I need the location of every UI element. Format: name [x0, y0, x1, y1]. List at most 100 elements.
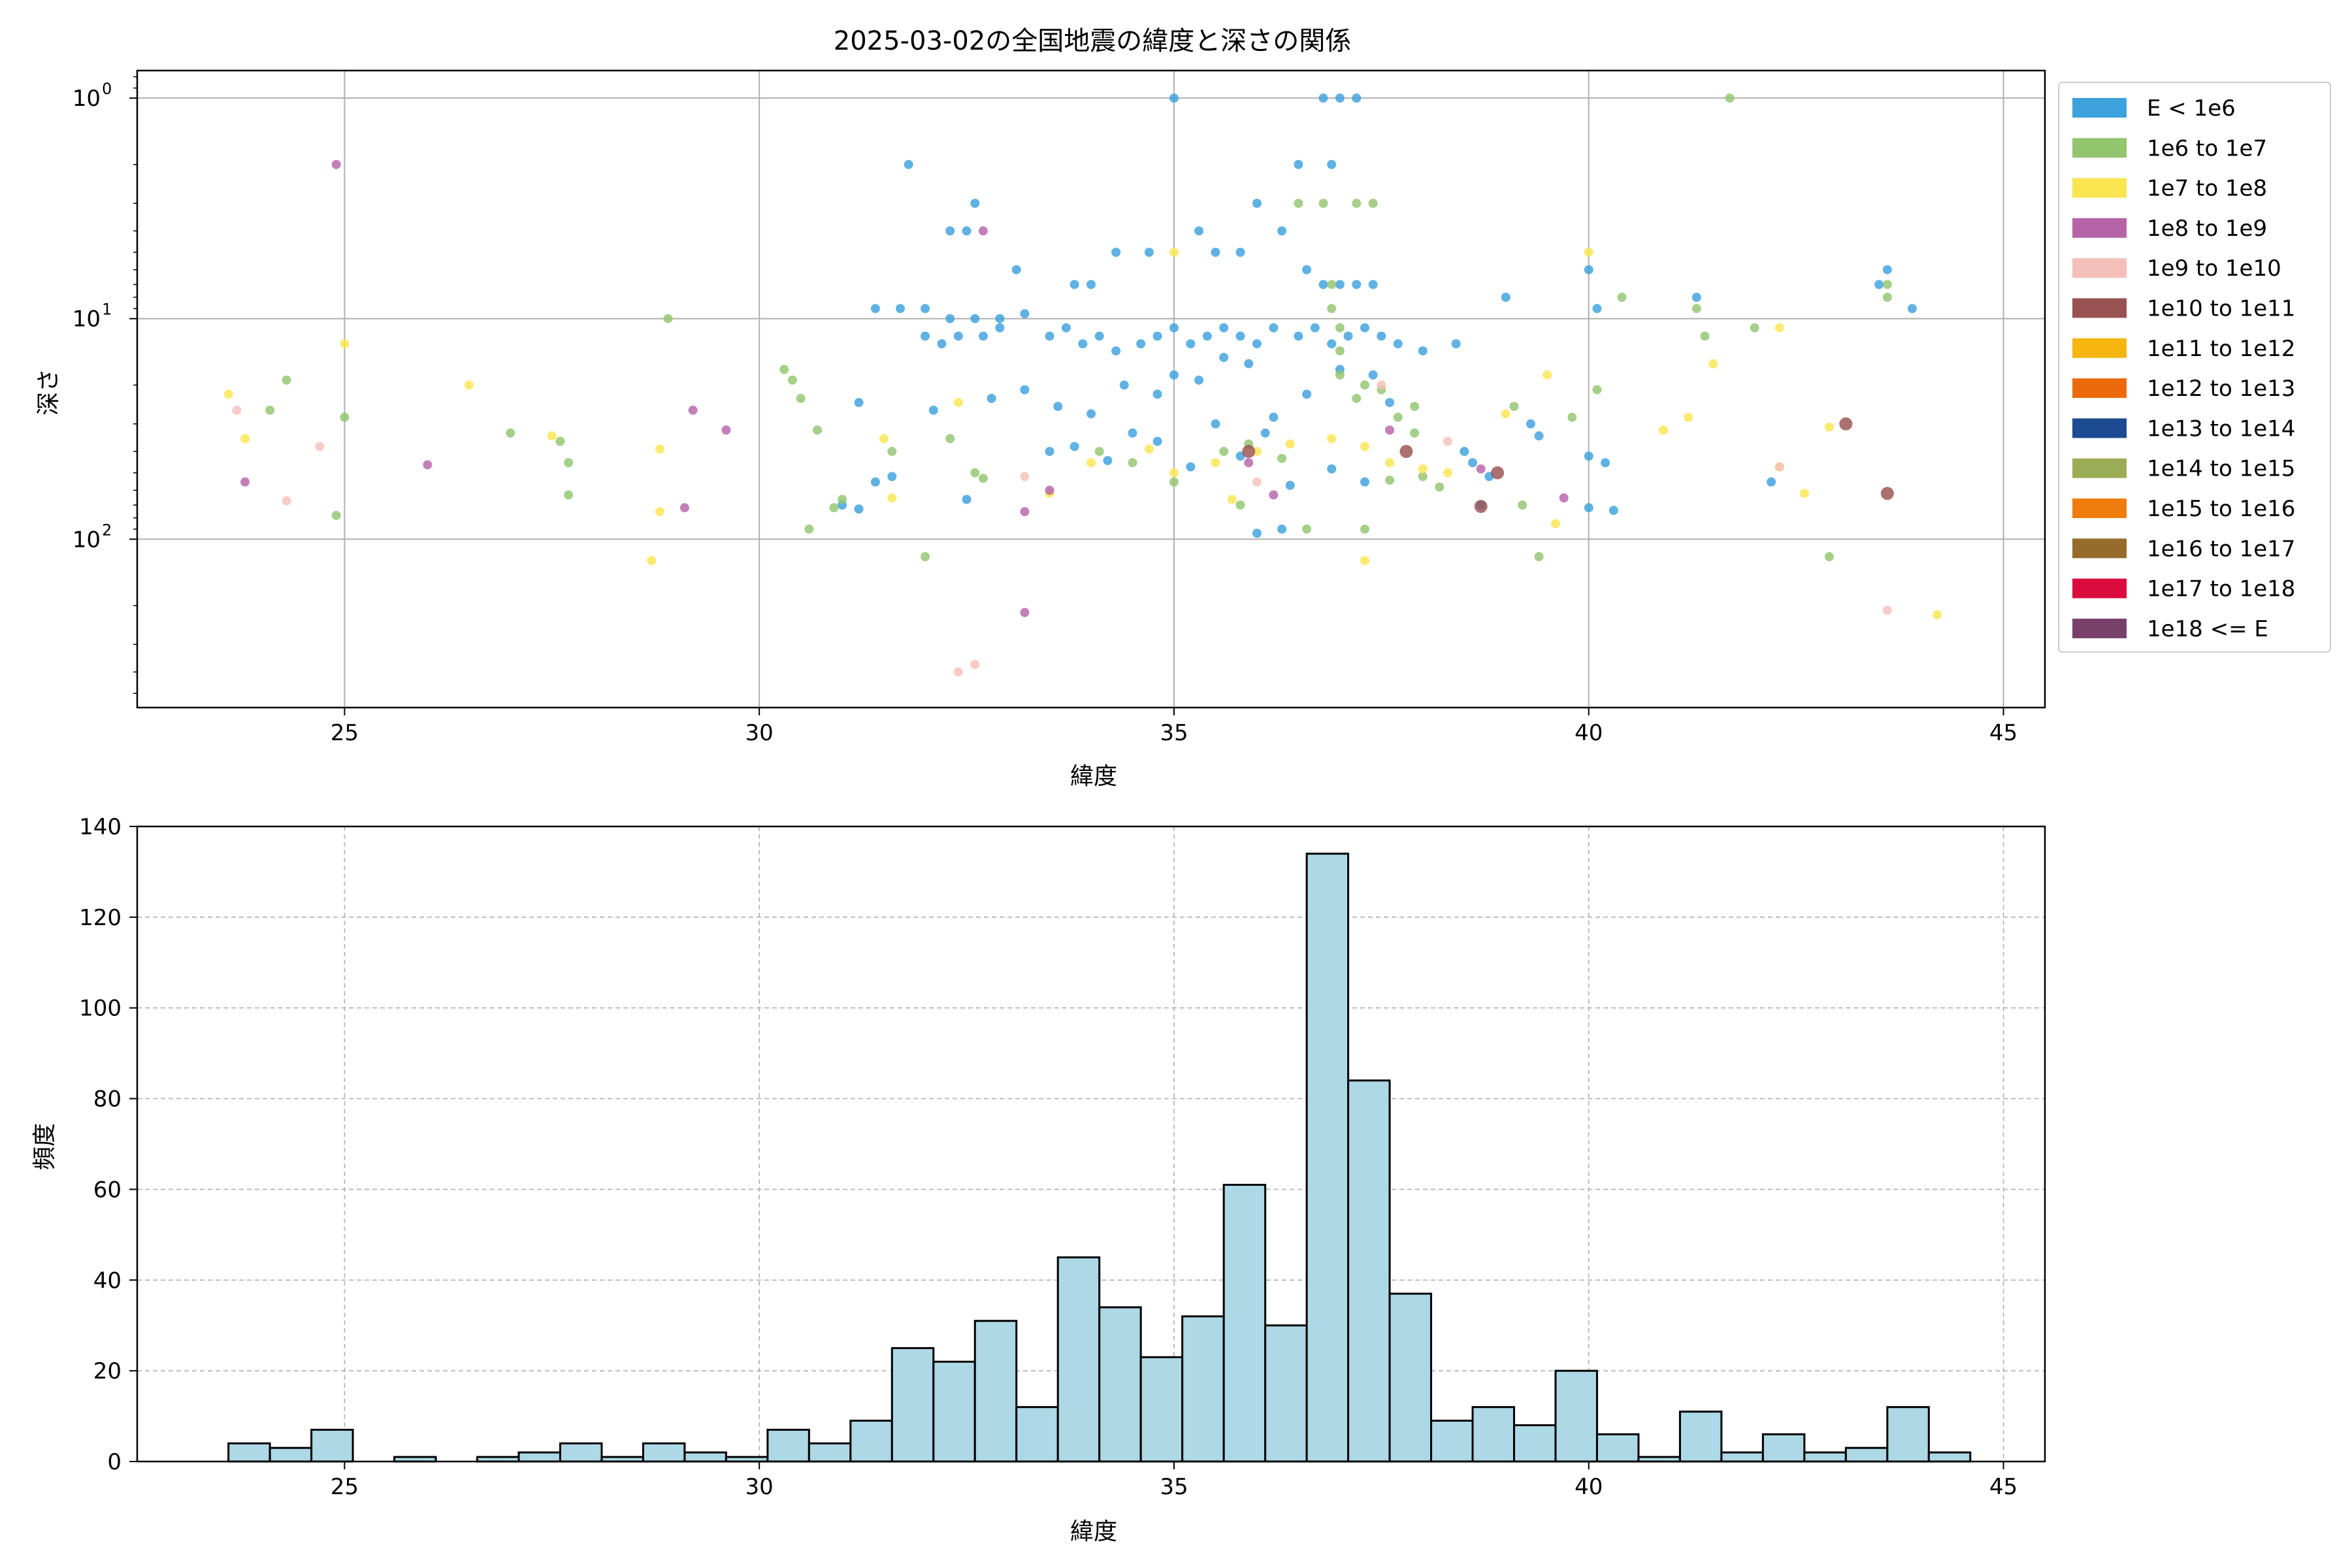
scatter-point	[1360, 380, 1369, 390]
scatter-point	[1839, 417, 1853, 431]
scatter-point	[1368, 199, 1378, 208]
scatter-point	[1327, 464, 1337, 474]
scatter-point	[1318, 199, 1328, 208]
scatter-x-axis-label: 緯度	[1070, 763, 1117, 790]
histogram-panel: 25 30 35 40 45 0 20 40 60 80 100 120 140 緯度 頻度	[31, 814, 2046, 1545]
scatter-point	[945, 434, 955, 444]
scatter-point	[1385, 398, 1395, 408]
scatter-point	[829, 503, 839, 513]
scatter-point	[854, 398, 864, 408]
scatter-point	[423, 460, 433, 470]
scatter-point	[1352, 280, 1362, 289]
scatter-point	[937, 339, 947, 349]
scatter-point	[1202, 331, 1212, 341]
histogram-bar	[1512, 1424, 1557, 1463]
scatter-x-tick-label: 40	[1575, 720, 1603, 746]
scatter-point	[1020, 385, 1030, 395]
scatter-point	[1476, 464, 1486, 474]
scatter-point	[1501, 293, 1511, 302]
legend-label: 1e8 to 1e9	[2147, 216, 2267, 242]
scatter-point	[1534, 431, 1544, 441]
scatter-point	[1152, 436, 1162, 446]
scatter-point	[1169, 477, 1179, 487]
scatter-point	[1045, 485, 1054, 495]
scatter-point	[1410, 428, 1420, 438]
scatter-point	[232, 405, 242, 415]
scatter-point	[331, 510, 341, 520]
scatter-point	[796, 393, 806, 403]
histogram-bar	[1430, 1420, 1474, 1463]
scatter-point	[1327, 159, 1337, 169]
scatter-point	[1874, 280, 1884, 289]
scatter-point	[1418, 346, 1428, 356]
histogram-y-axis-label: 頻度	[31, 1123, 58, 1170]
scatter-point	[1194, 375, 1204, 385]
histogram-bar	[808, 1442, 852, 1463]
scatter-point	[1285, 439, 1295, 449]
histogram-bar	[1761, 1433, 1806, 1463]
legend-label: 1e7 to 1e8	[2147, 176, 2267, 202]
scatter-point	[854, 504, 864, 514]
histogram-bar	[1347, 1079, 1391, 1463]
scatter-point	[1252, 199, 1262, 208]
scatter-point	[1592, 385, 1602, 395]
scatter-point	[1460, 446, 1469, 456]
scatter-point	[564, 458, 574, 468]
histogram-bars	[227, 853, 1972, 1463]
scatter-point	[887, 446, 897, 456]
legend-label: 1e11 to 1e12	[2147, 336, 2295, 362]
scatter-point	[887, 493, 897, 503]
scatter-point	[1219, 323, 1229, 333]
legend-label: E < 1e6	[2147, 95, 2236, 122]
histogram-bar	[1844, 1446, 1889, 1463]
scatter-point	[1335, 280, 1345, 289]
scatter-point	[1543, 370, 1552, 380]
scatter-frame	[136, 69, 2046, 709]
legend-swatch	[2072, 538, 2127, 559]
histogram-y-tick-label: 0	[107, 1449, 122, 1475]
scatter-point	[340, 412, 350, 422]
scatter-point	[1260, 428, 1270, 438]
legend-label: 1e13 to 1e14	[2147, 416, 2295, 442]
scatter-point	[879, 434, 889, 444]
histogram-x-tick-label: 25	[331, 1474, 359, 1500]
scatter-point	[1020, 608, 1030, 617]
scatter-point	[1269, 490, 1279, 500]
scatter-point	[953, 398, 963, 408]
scatter-point	[1352, 199, 1362, 208]
scatter-point	[1285, 480, 1295, 490]
scatter-point	[1294, 159, 1303, 169]
scatter-point	[1070, 280, 1079, 289]
scatter-point	[1393, 339, 1403, 349]
scatter-point	[1327, 304, 1337, 314]
scatter-point	[1053, 402, 1063, 412]
legend-swatch	[2072, 378, 2127, 399]
legend-label: 1e6 to 1e7	[2147, 135, 2267, 161]
scatter-point	[1277, 453, 1286, 463]
scatter-point	[1443, 468, 1452, 478]
histogram-bar	[1720, 1451, 1764, 1463]
scatter-point	[688, 405, 698, 415]
scatter-point	[564, 490, 574, 500]
scatter-point	[1128, 458, 1137, 468]
scatter-point	[1020, 507, 1030, 517]
scatter-point	[1882, 280, 1892, 289]
scatter-point	[1302, 265, 1312, 274]
scatter-y-tick-exponent: 0	[102, 80, 112, 98]
scatter-point	[1211, 458, 1220, 468]
scatter-point	[1584, 503, 1593, 513]
scatter-point	[1252, 339, 1262, 349]
histogram-bar	[1471, 1406, 1515, 1463]
scatter-point	[506, 428, 515, 438]
histogram-bar	[1181, 1315, 1225, 1463]
scatter-point	[547, 431, 557, 441]
scatter-point	[1601, 458, 1610, 468]
scatter-point	[1103, 455, 1113, 465]
scatter-point	[896, 304, 905, 314]
scatter-x-tick-label: 25	[331, 720, 359, 746]
scatter-point	[904, 159, 913, 169]
scatter-point	[1584, 248, 1593, 257]
scatter-point	[1377, 331, 1386, 341]
histogram-x-axis-label: 緯度	[1070, 1518, 1117, 1545]
scatter-point	[1152, 331, 1162, 341]
